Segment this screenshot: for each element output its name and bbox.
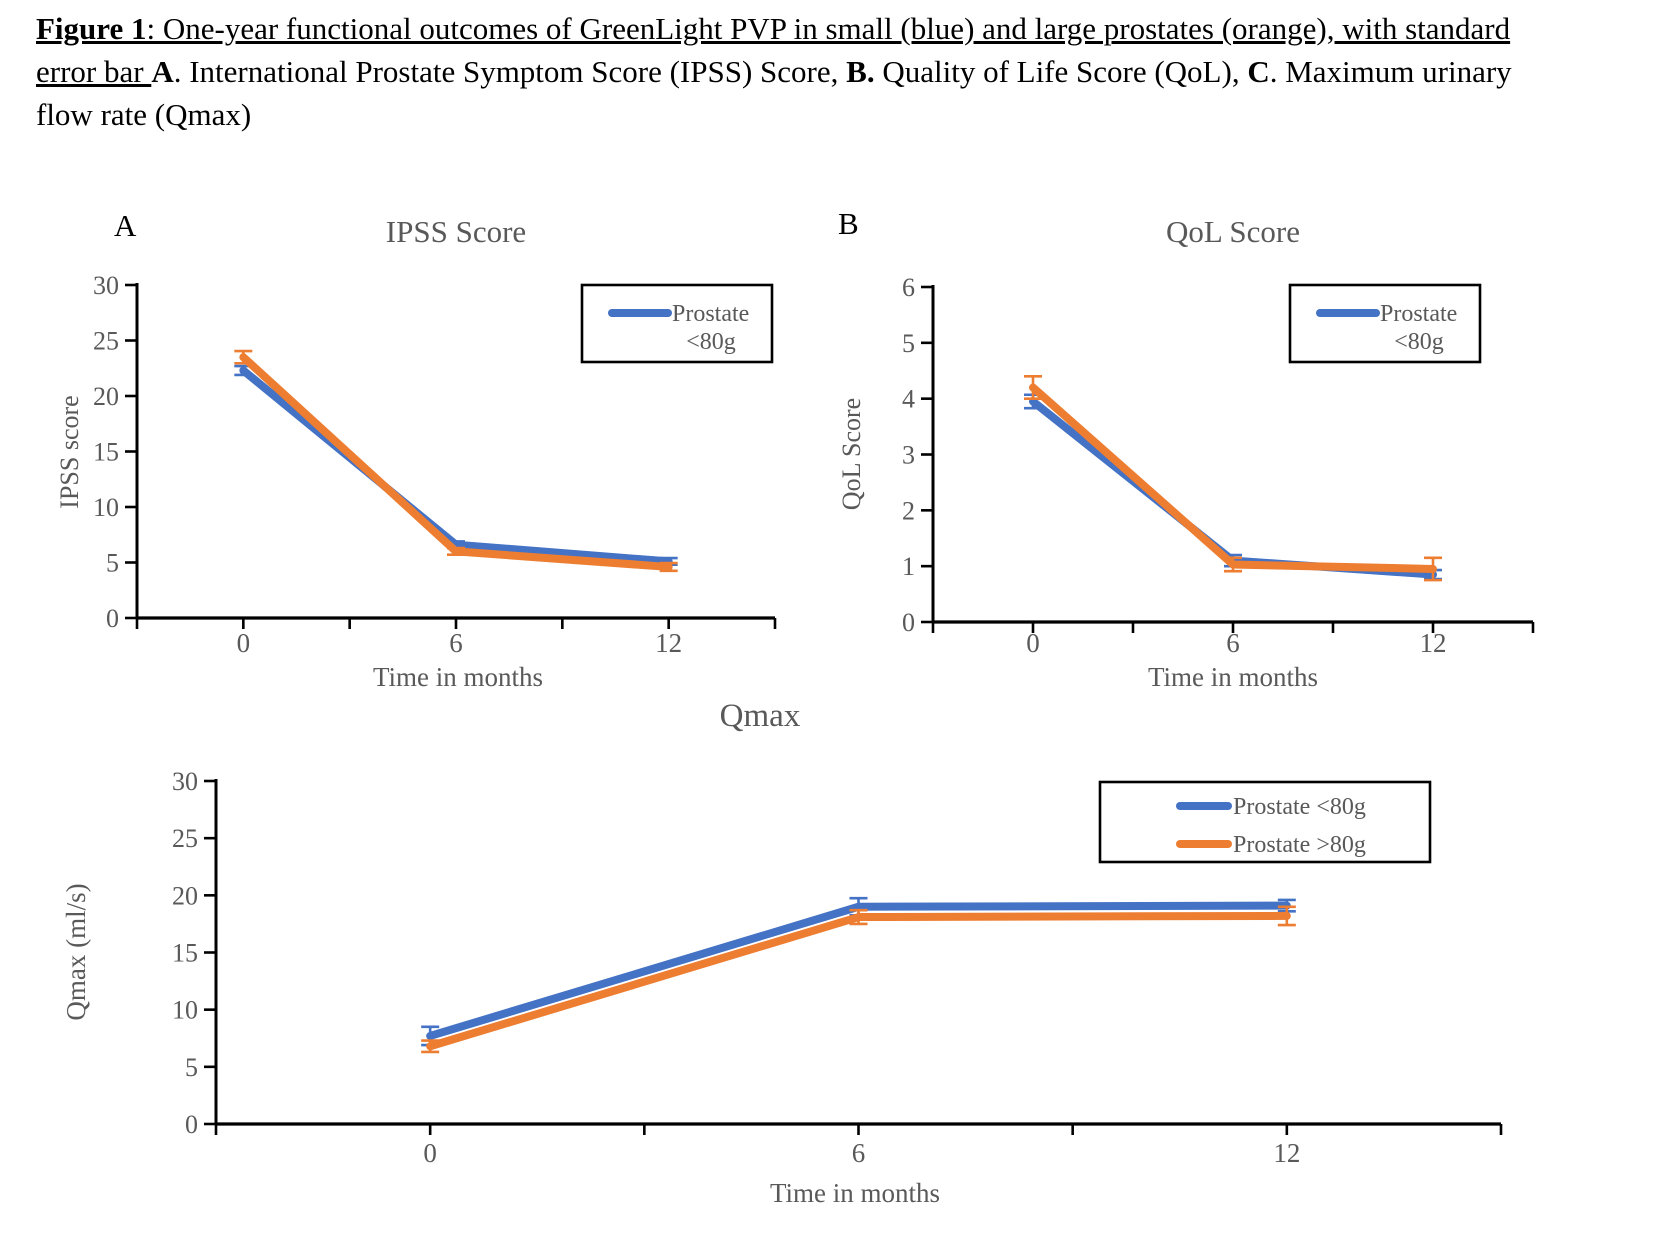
chart-title: IPSS Score (386, 214, 526, 249)
legend-label: <80g (686, 329, 736, 355)
x-axis-title: Time in months (770, 1178, 940, 1208)
series-prostate-gt80g (234, 349, 678, 573)
y-ticks: 0 5 10 15 20 25 30 (172, 767, 216, 1139)
panel-label-b: B (838, 206, 859, 241)
legend-box (1098, 780, 1432, 864)
x-tick-label: 6 (449, 628, 463, 658)
x-tick-label: 6 (1226, 628, 1240, 658)
y-tick-label: 30 (93, 271, 119, 300)
legend-label: Prostate (672, 301, 749, 327)
x-tick-label: 0 (423, 1138, 437, 1168)
series-line (239, 353, 673, 571)
legend-label: <80g (1394, 329, 1444, 355)
caption-segment: . International Prostate Symptom Score (… (173, 53, 847, 89)
y-ticks: 0 1 2 3 4 5 6 (902, 273, 933, 637)
series-line (426, 901, 1291, 1040)
figure-caption: Figure 1: One-year functional outcomes o… (36, 8, 1562, 136)
legend-box (580, 283, 774, 364)
panel-label-a: A (114, 208, 137, 243)
x-tick-label: 0 (1026, 628, 1040, 658)
legend-label: Prostate <80g (1233, 794, 1366, 820)
legend: Prostate<80g (580, 283, 774, 364)
series-line (239, 366, 673, 566)
caption-segment: . Maximum urinary flow rate (Qmax) (36, 53, 1512, 132)
y-tick-label: 1 (902, 552, 915, 581)
legend: Prostate <80g Prostate >80g (1098, 780, 1432, 864)
x-ticks: 0 6 12 (135, 618, 777, 658)
x-tick-label: 12 (655, 628, 682, 658)
caption-segment: A (151, 53, 174, 89)
y-axis-title: QoL Score (837, 398, 866, 510)
y-tick-label: 5 (902, 329, 915, 358)
series-prostate-lt80g (1024, 393, 1442, 581)
series-prostate-lt80g (234, 364, 678, 567)
series-line (1029, 383, 1437, 573)
caption-segment: : One-year functional outcomes of GreenL… (36, 11, 1511, 89)
y-tick-label: 5 (106, 549, 119, 578)
chart-title: Qmax (720, 698, 801, 734)
legend-label: Prostate >80g (1233, 832, 1366, 858)
caption-segment: Quality of Life Score (QoL), (874, 53, 1248, 89)
y-tick-label: 20 (93, 382, 119, 411)
series-line (1029, 397, 1437, 579)
y-axis-title: Qmax (ml/s) (61, 883, 91, 1020)
y-tick-label: 20 (172, 881, 198, 910)
y-tick-label: 6 (902, 273, 915, 302)
y-tick-label: 10 (172, 996, 198, 1025)
series-prostate-gt80g (1024, 375, 1442, 582)
legend-label: Prostate (1380, 301, 1457, 327)
y-tick-label: 25 (93, 327, 119, 356)
x-ticks: 0 6 12 (214, 1124, 1503, 1168)
y-tick-label: 3 (902, 441, 915, 470)
y-tick-label: 15 (172, 939, 198, 968)
ipss-score-chart: IPSS Score IPSS score Time in months 0 5 10 15… (50, 200, 790, 700)
caption-segment: B. (846, 53, 875, 89)
x-tick-label: 12 (1420, 628, 1447, 658)
x-tick-label: 6 (852, 1138, 866, 1168)
y-tick-label: 5 (185, 1053, 198, 1082)
y-tick-label: 0 (106, 604, 119, 633)
caption-segment: C (1247, 53, 1270, 89)
y-tick-label: 30 (172, 767, 198, 796)
y-ticks: 0 5 10 15 20 25 30 (93, 271, 137, 633)
x-ticks: 0 6 12 (931, 622, 1535, 658)
y-tick-label: 4 (902, 385, 915, 414)
x-tick-label: 0 (237, 628, 251, 658)
y-tick-label: 10 (93, 493, 119, 522)
series-line (426, 911, 1291, 1051)
y-tick-label: 0 (902, 608, 915, 637)
x-tick-label: 12 (1273, 1138, 1300, 1168)
qmax-chart: Qmax Qmax (ml/s) Time in months 0 5 10 15 20 25 3… (30, 690, 1630, 1240)
y-tick-label: 0 (185, 1110, 198, 1139)
series-prostate-gt80g (421, 905, 1296, 1054)
y-tick-label: 15 (93, 438, 119, 467)
qmax-svg: Qmax Qmax (ml/s) Time in months 0 5 10 15 20 25 3… (61, 698, 1503, 1208)
ipss-score-svg: IPSS Score IPSS score Time in months 0 5 10 15… (55, 214, 777, 692)
caption-segment: Figure 1 (36, 11, 147, 46)
x-axis-title: Time in months (373, 662, 543, 692)
y-tick-label: 25 (172, 824, 198, 853)
y-axis-title: IPSS score (55, 395, 84, 508)
legend-box (1288, 283, 1482, 364)
chart-title: QoL Score (1166, 214, 1300, 249)
x-axis-title: Time in months (1148, 662, 1318, 692)
qol-score-chart: QoL Score QoL Score Time in months 0 1 2 3 4 5 6 0… (830, 200, 1570, 700)
legend: Prostate<80g (1288, 283, 1482, 364)
y-tick-label: 2 (902, 496, 915, 525)
